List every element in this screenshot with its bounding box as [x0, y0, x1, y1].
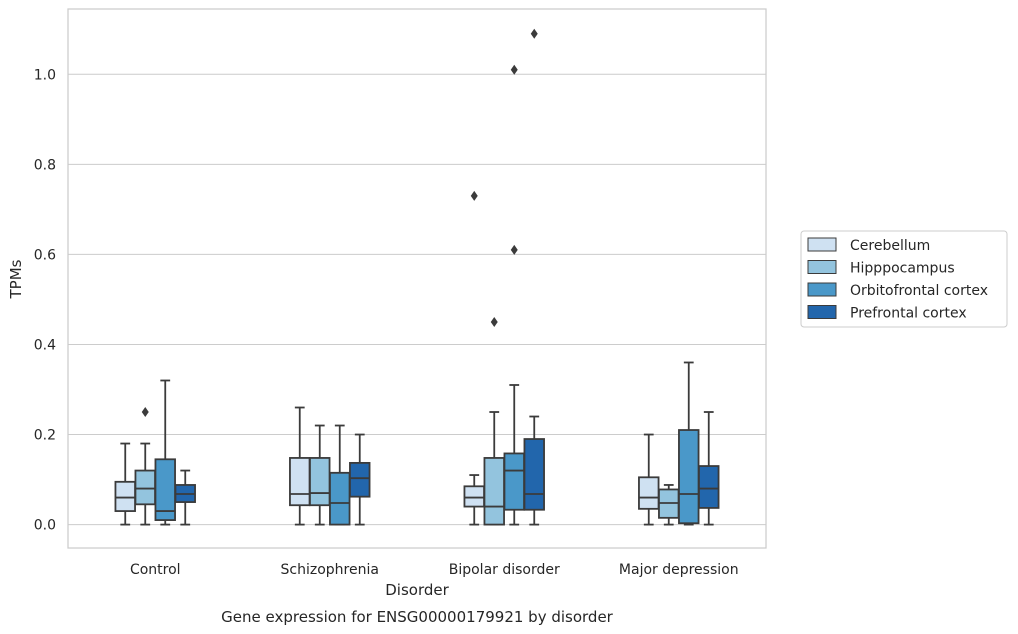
y-tick-label: 0.8: [34, 157, 56, 173]
box-group: [483, 316, 505, 526]
box-group: [309, 424, 331, 526]
legend-swatch: [807, 305, 837, 319]
legend-swatch: [807, 260, 837, 274]
box: [523, 438, 545, 511]
box-group: [329, 424, 351, 526]
box-group: [503, 64, 525, 526]
y-tick-label: 0.4: [34, 337, 56, 353]
box: [329, 471, 351, 526]
y-tick-label: 1.0: [34, 67, 56, 83]
y-tick-label: 0.0: [34, 518, 56, 534]
box-plots: [114, 28, 720, 526]
legend-label: Hipppocampus: [850, 261, 955, 277]
y-axis-title: TPMs: [7, 259, 25, 299]
box-group: [463, 190, 485, 526]
outlier-point: [470, 190, 478, 201]
legend-frame: [800, 230, 1008, 328]
box-group: [289, 406, 311, 526]
box-group: [698, 411, 720, 526]
legend-label: Orbitofrontal cortex: [850, 283, 988, 299]
outlier-point: [510, 244, 518, 255]
box: [289, 457, 311, 507]
chart-title: Gene expression for ENSG00000179921 by d…: [221, 608, 614, 626]
legend-swatch: [807, 282, 837, 297]
box: [309, 457, 331, 507]
outlier-point: [490, 316, 498, 327]
y-tick-label: 0.2: [34, 428, 56, 444]
legend-label: Prefrontal cortex: [850, 306, 967, 322]
box-group: [134, 407, 156, 526]
box: [483, 457, 505, 526]
box-group: [174, 469, 196, 526]
box: [503, 452, 525, 511]
box: [698, 465, 720, 509]
grid-lines: [68, 73, 766, 526]
legend-label: Cerebellum: [850, 238, 930, 254]
y-tick-labels: 0.0 0.2 0.4 0.6 0.8 1.0: [34, 67, 56, 533]
outlier-point: [530, 28, 538, 39]
box: [114, 480, 136, 512]
outlier-point: [510, 64, 518, 75]
box: [638, 476, 660, 510]
y-tick-label: 0.6: [34, 247, 56, 263]
x-tick-label: Control: [130, 562, 181, 578]
x-tick-label: Major depression: [619, 562, 739, 578]
box-group: [678, 361, 700, 526]
x-tick-labels: Control Schizophrenia Bipolar disorder Majo…: [130, 562, 739, 578]
box: [134, 469, 156, 506]
x-tick-label: Schizophrenia: [281, 562, 379, 578]
legend-swatch: [807, 237, 837, 252]
box: [463, 485, 485, 508]
outlier-point: [141, 407, 149, 418]
box-group: [114, 442, 136, 526]
box-group: [523, 28, 545, 526]
x-tick-label: Bipolar disorder: [449, 562, 560, 578]
plot-area-frame: [67, 8, 767, 549]
box: [349, 461, 371, 498]
box: [678, 429, 700, 525]
box-group: [658, 484, 680, 526]
x-axis-title: Disorder: [385, 581, 449, 599]
box-group: [154, 379, 176, 526]
legend: Cerebellum Hipppocampus Orbitofrontal cort…: [800, 230, 1008, 328]
box-group: [349, 433, 371, 526]
box-group: [638, 433, 660, 526]
